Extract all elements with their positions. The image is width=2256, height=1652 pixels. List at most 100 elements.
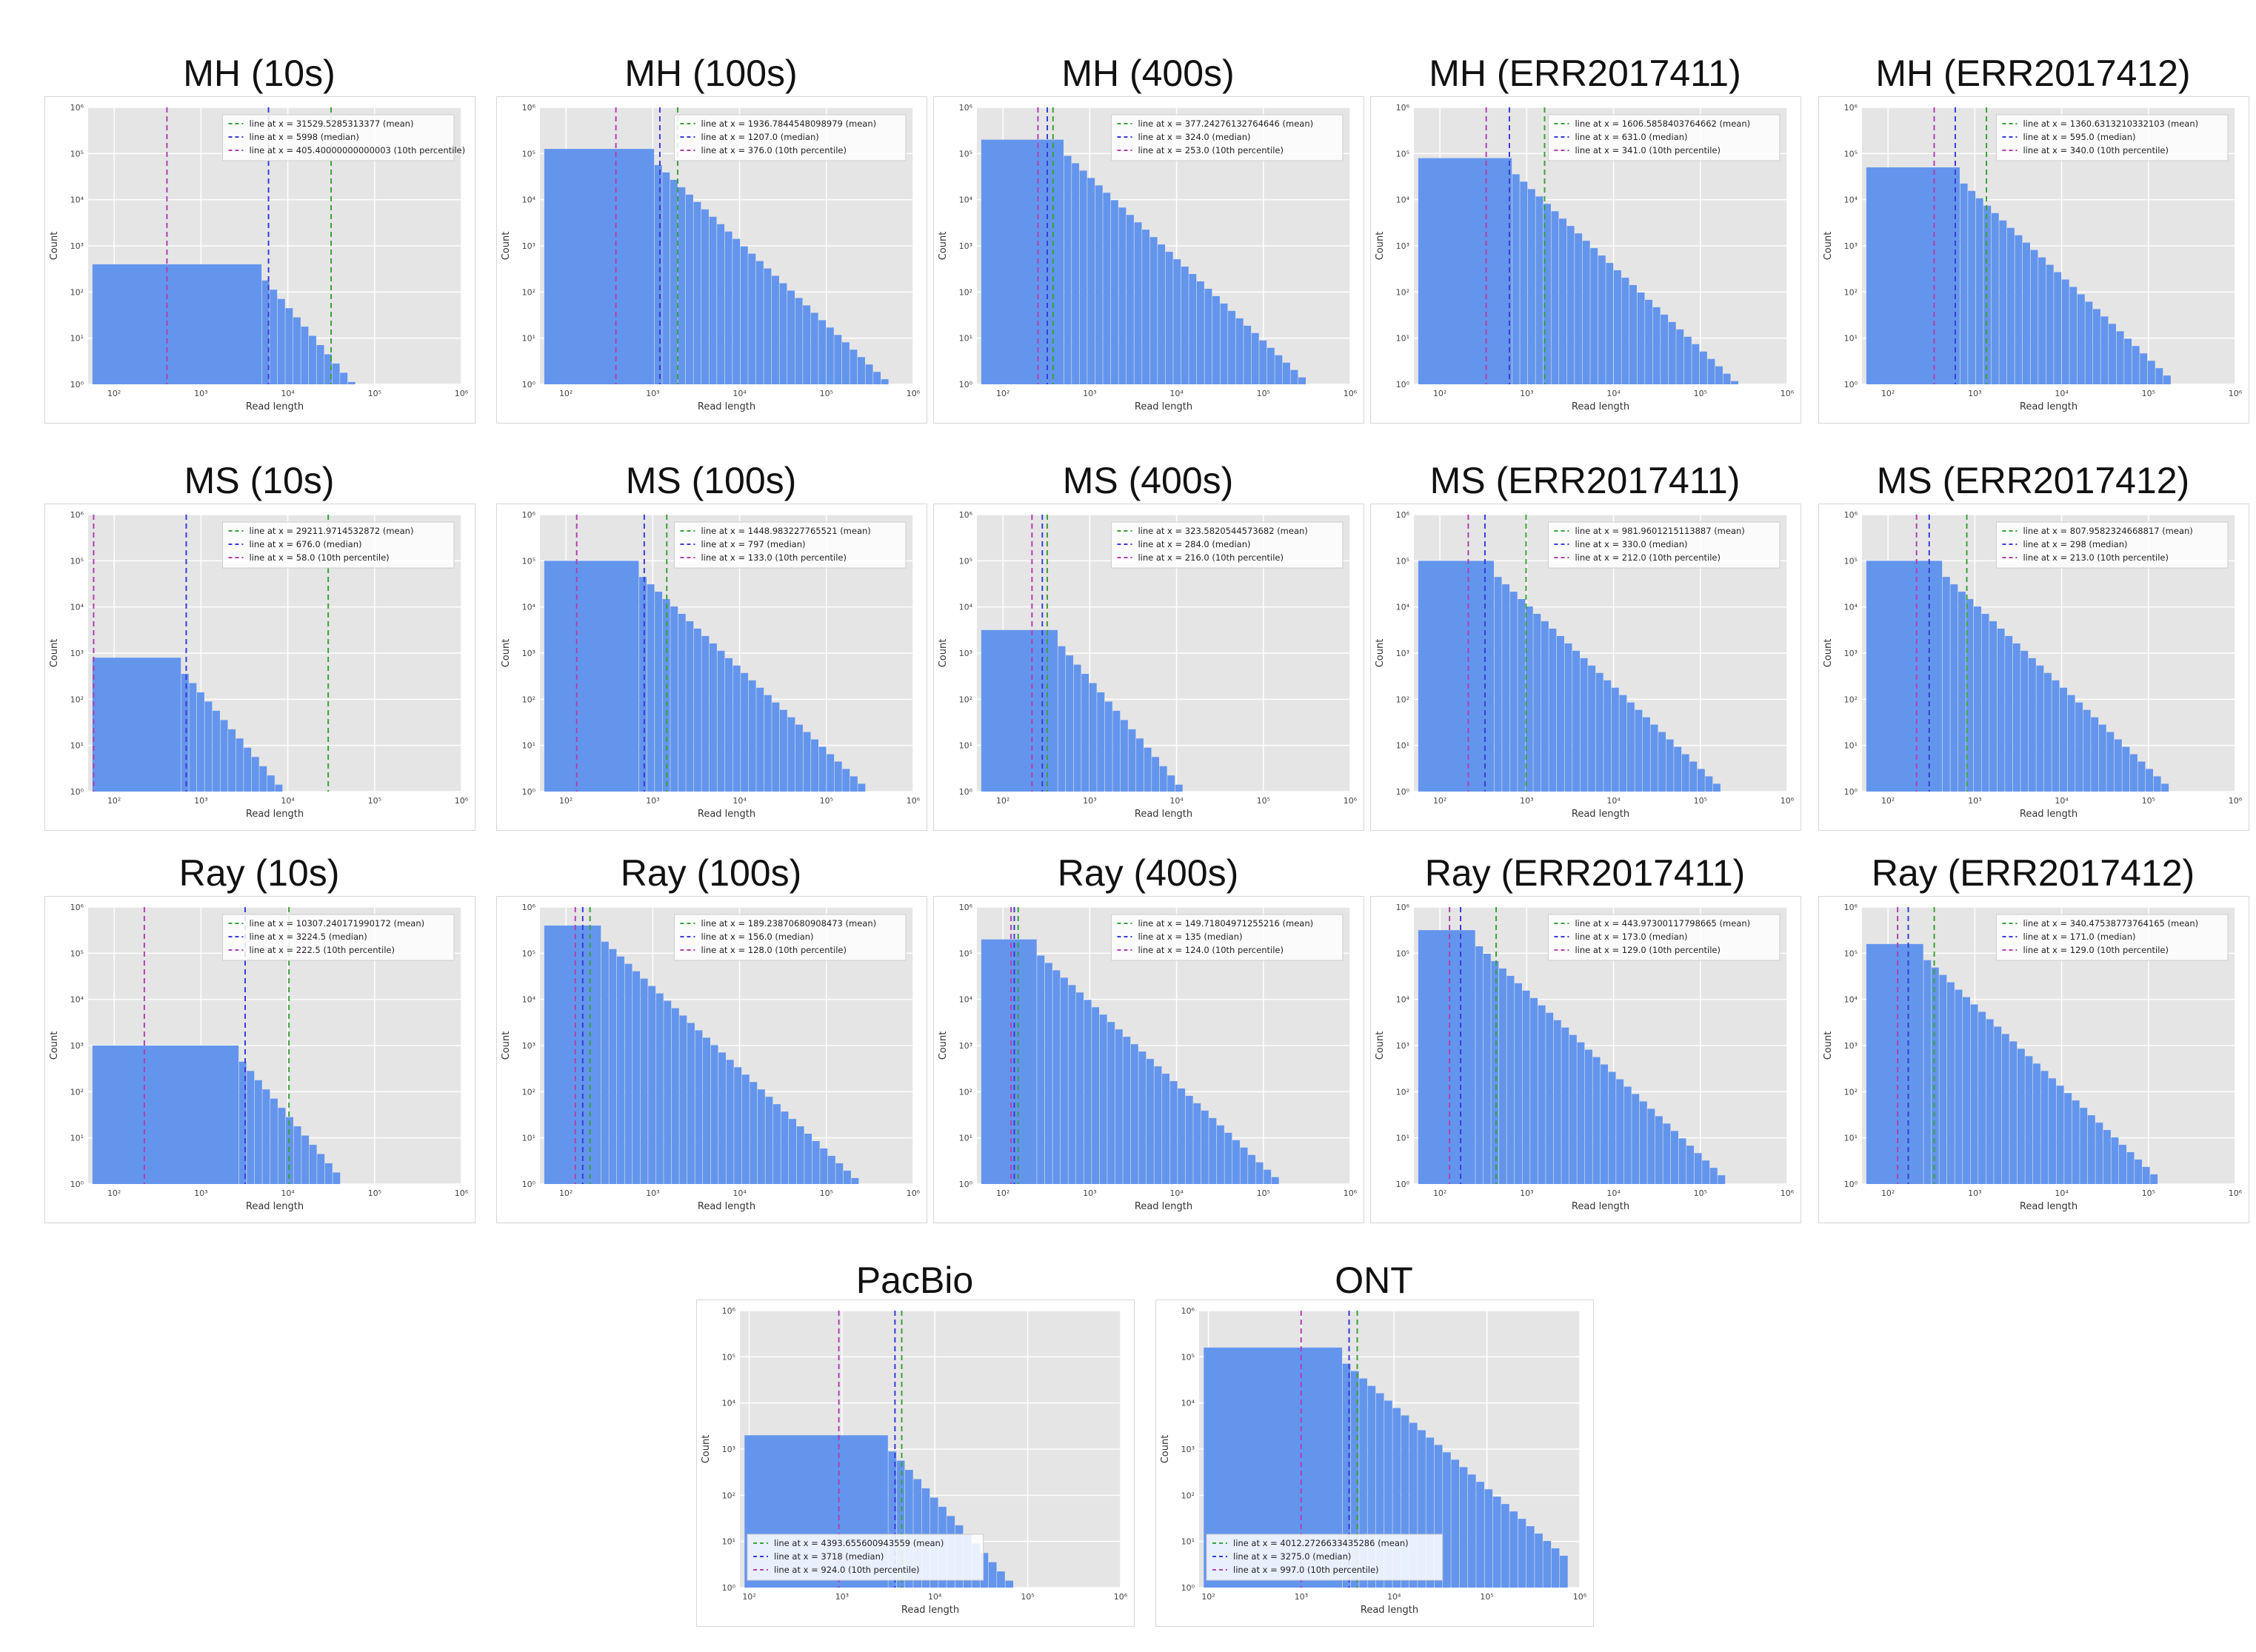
y-tick-label: 10⁴ xyxy=(1844,603,1858,612)
histogram-bar xyxy=(1645,299,1653,384)
chart-panel: MH (ERR2017411) 10² 10³ 10⁴ 10⁵ 10⁶ 10⁰ 10¹ 10² 1… xyxy=(1370,52,1801,424)
histogram-bar xyxy=(1666,739,1674,792)
histogram-bar xyxy=(1652,307,1661,384)
legend-entry: line at x = 595.0 (median) xyxy=(2023,132,2135,142)
histogram-bar xyxy=(881,379,889,384)
histogram-bar xyxy=(1560,1555,1568,1588)
histogram-bar xyxy=(1426,1437,1435,1588)
histogram-bar xyxy=(1553,1020,1561,1184)
x-tick-label: 10³ xyxy=(1520,389,1533,398)
histogram-bar xyxy=(247,1071,255,1184)
histogram-bar xyxy=(1154,1066,1162,1184)
histogram-bar xyxy=(818,320,827,384)
histogram-bar xyxy=(1975,198,1983,384)
histogram-bar xyxy=(2030,250,2038,384)
histogram-bar xyxy=(857,357,865,384)
histogram-bar xyxy=(2142,1166,2150,1184)
histogram-svg: 10² 10³ 10⁴ 10⁵ 10⁶ 10⁰ 10¹ 10² 10³ 10⁴ 10⁵ 10⁶ line… xyxy=(1160,1306,1587,1616)
legend-entry: line at x = 324.0 (median) xyxy=(1138,132,1250,142)
legend-box xyxy=(1206,1534,1444,1581)
x-tick-label: 10⁵ xyxy=(820,796,833,806)
histogram-bar xyxy=(324,1163,333,1184)
chart-title: PacBio xyxy=(855,1260,974,1301)
histogram-bar xyxy=(664,1000,672,1184)
histogram-bar xyxy=(1541,621,1549,792)
histogram-svg: 10² 10³ 10⁴ 10⁵ 10⁶ 10⁰ 10¹ 10² 10³ 10⁴ 10⁵ 10⁶ line… xyxy=(501,510,921,820)
histogram-bar xyxy=(1264,1169,1272,1184)
histogram-bar xyxy=(1120,720,1128,792)
histogram-bar xyxy=(1146,1059,1154,1184)
y-tick-label: 10² xyxy=(1396,1087,1409,1097)
histogram-bar xyxy=(655,592,663,792)
histogram-bar xyxy=(1434,1445,1443,1588)
histogram-bar xyxy=(2032,1063,2040,1184)
chart-title: MH (400s) xyxy=(1061,53,1235,94)
histogram-bar xyxy=(757,1089,765,1184)
histogram-bar xyxy=(679,1015,687,1184)
histogram-bar xyxy=(981,139,1064,384)
y-tick-label: 10⁶ xyxy=(1844,510,1858,520)
chart-panel: MS (100s) 10² 10³ 10⁴ 10⁵ 10⁶ 10⁰ 10¹ 10² 10³ 10⁴ 1… xyxy=(496,459,927,831)
histogram-bar xyxy=(1966,599,1974,792)
y-tick-label: 10⁵ xyxy=(959,556,972,566)
x-tick-label: 10⁵ xyxy=(2142,389,2155,398)
histogram-bar xyxy=(2095,1123,2103,1184)
chart-panel: MH (100s) 10² 10³ 10⁴ 10⁵ 10⁶ 10⁰ 10¹ 10² 10³ 10⁴ 1… xyxy=(496,52,927,424)
y-tick-label: 10⁰ xyxy=(1844,1180,1858,1189)
histogram-bar xyxy=(1401,1415,1409,1588)
legend-entry: line at x = 129.0 (10th percentile) xyxy=(2023,945,2169,955)
histogram-bar xyxy=(1271,1177,1279,1184)
histogram-bar xyxy=(1535,1534,1543,1588)
x-tick-label: 10³ xyxy=(1083,796,1096,806)
plot-frame: 10² 10³ 10⁴ 10⁵ 10⁶ 10⁰ 10¹ 10² 10³ 10⁴ 10⁵ 10⁶ line… xyxy=(1370,504,1801,831)
x-tick-label: 10² xyxy=(559,796,573,806)
histogram-bar xyxy=(1367,1385,1376,1588)
histogram-bar xyxy=(1525,606,1533,792)
legend-entry: line at x = 4393.655600943559 (mean) xyxy=(774,1538,944,1548)
y-tick-label: 10⁶ xyxy=(522,103,536,113)
y-tick-label: 10² xyxy=(522,1087,535,1097)
chart-panel: MS (ERR2017411) 10² 10³ 10⁴ 10⁵ 10⁶ 10⁰ 10¹ 10² 1… xyxy=(1370,459,1801,831)
x-tick-label: 10⁶ xyxy=(455,389,469,398)
legend-box xyxy=(1547,914,1781,961)
histogram-bar xyxy=(2080,1108,2088,1184)
chart-title: MS (100s) xyxy=(625,460,797,501)
histogram-bar xyxy=(795,298,803,384)
histogram-bar xyxy=(1923,960,1932,1184)
y-tick-label: 10⁴ xyxy=(1396,995,1410,1005)
histogram-bar xyxy=(1647,1108,1655,1184)
y-tick-label: 10⁶ xyxy=(70,903,84,912)
histogram-bar xyxy=(1104,701,1112,792)
histogram-bar xyxy=(633,971,641,1184)
histogram-bar xyxy=(1492,1497,1501,1588)
histogram-bar xyxy=(1551,211,1559,384)
histogram-bar xyxy=(709,216,717,384)
x-tick-label: 10² xyxy=(1433,796,1446,806)
legend-entry: line at x = 156.0 (median) xyxy=(701,932,813,942)
histogram-bar xyxy=(842,769,850,792)
histogram-bar xyxy=(1559,218,1567,384)
histogram-bar xyxy=(772,1104,781,1184)
y-tick-label: 10³ xyxy=(722,1445,735,1454)
y-tick-label: 10⁵ xyxy=(70,556,84,566)
x-tick-label: 10² xyxy=(1433,389,1446,398)
chart-panel: MS (ERR2017412) 10² 10³ 10⁴ 10⁵ 10⁶ 10⁰ 10¹ 10² 1… xyxy=(1818,459,2249,831)
plot-frame: 10² 10³ 10⁴ 10⁵ 10⁶ 10⁰ 10¹ 10² 10³ 10⁴ 10⁵ 10⁶ line… xyxy=(44,96,475,424)
x-tick-label: 10³ xyxy=(194,389,207,398)
histogram-bar xyxy=(1671,1131,1678,1184)
histogram-bar xyxy=(2103,1130,2111,1184)
histogram-bar xyxy=(1506,975,1515,1184)
y-tick-label: 10¹ xyxy=(959,741,972,751)
histogram-bar xyxy=(1705,776,1713,792)
histogram-bar xyxy=(2087,1115,2095,1184)
histogram-bar xyxy=(1498,968,1506,1184)
histogram-bar xyxy=(2092,309,2100,384)
y-tick-label: 10⁶ xyxy=(959,510,973,520)
histogram-bar xyxy=(2001,1034,2009,1184)
y-tick-label: 10⁰ xyxy=(959,787,973,797)
histogram-bar xyxy=(616,956,624,1184)
y-axis-label: Count xyxy=(1375,232,1386,261)
histogram-bar xyxy=(2036,665,2044,792)
x-tick-label: 10⁴ xyxy=(732,1188,747,1198)
x-tick-label: 10⁶ xyxy=(1781,1188,1795,1198)
